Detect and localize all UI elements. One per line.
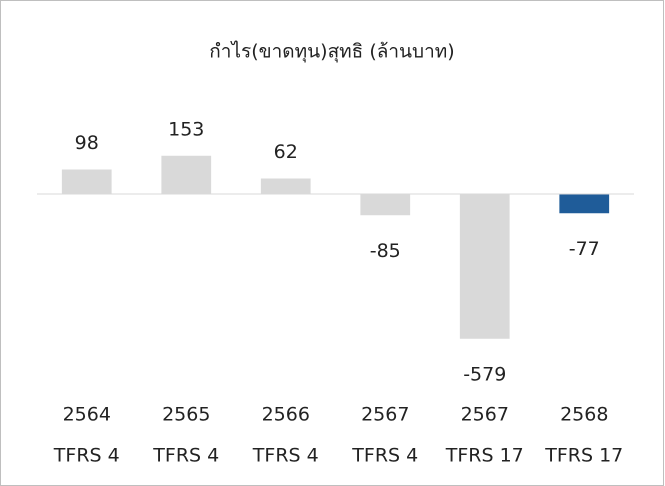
value-label: -77 <box>569 238 600 260</box>
x-tick-label: 2567 <box>361 404 409 426</box>
bar <box>459 194 510 339</box>
chart-title: กำไร(ขาดทุน)สุทธิ (ล้านบาท) <box>209 41 454 64</box>
value-label: 62 <box>274 141 298 163</box>
bar <box>260 178 311 194</box>
value-label: 98 <box>75 132 99 154</box>
x-tick-label: 2564 <box>63 404 111 426</box>
x-tick-label: 2567 <box>461 404 509 426</box>
x-tick-label: 2565 <box>162 404 210 426</box>
x-tick-sublabel: TFRS 4 <box>351 445 418 467</box>
x-tick-sublabel: TFRS 4 <box>53 445 120 467</box>
x-tick-sublabel: TFRS 4 <box>152 445 219 467</box>
bar <box>360 194 411 216</box>
bar <box>161 155 212 194</box>
bar <box>559 194 610 214</box>
x-tick-sublabel: TFRS 4 <box>252 445 319 467</box>
value-label: 153 <box>168 118 204 140</box>
value-label: -85 <box>370 240 401 262</box>
x-tick-label: 2568 <box>560 404 608 426</box>
x-tick-sublabel: TFRS 17 <box>445 445 524 467</box>
value-label: -579 <box>463 363 506 385</box>
x-tick-sublabel: TFRS 17 <box>544 445 623 467</box>
bar <box>61 169 112 194</box>
x-tick-label: 2566 <box>262 404 310 426</box>
